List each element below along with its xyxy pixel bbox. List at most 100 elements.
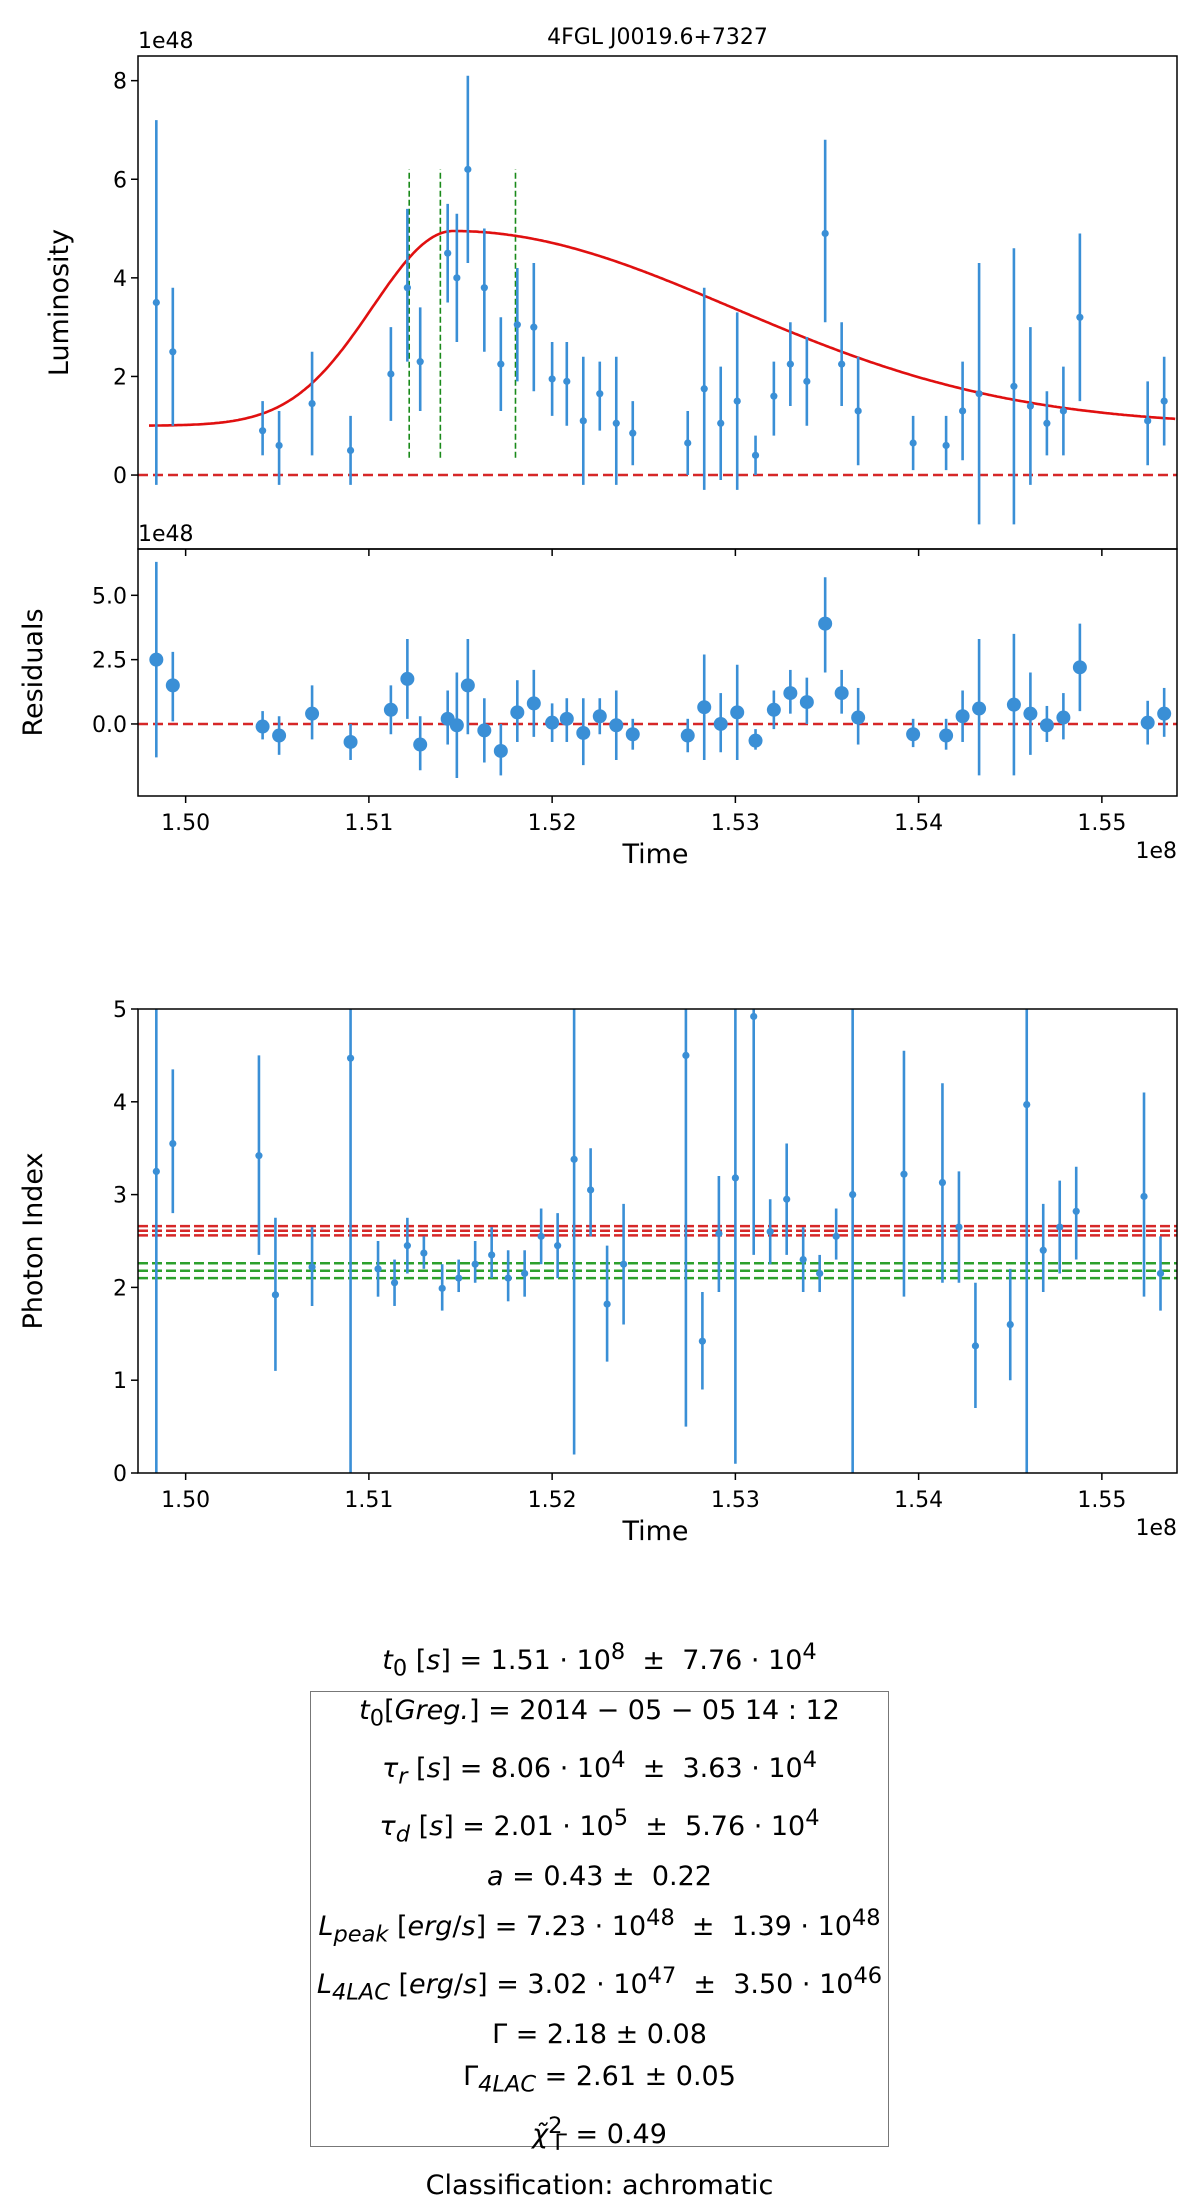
data-point xyxy=(455,1259,463,1293)
data-marker xyxy=(559,711,574,726)
data-marker xyxy=(609,718,624,733)
data-point xyxy=(255,1055,263,1255)
data-point xyxy=(770,361,778,436)
data-point xyxy=(1010,248,1018,525)
data-point xyxy=(374,1241,382,1297)
data-point xyxy=(971,1282,980,1409)
data-marker xyxy=(733,397,741,405)
data-marker xyxy=(548,375,556,383)
data-point xyxy=(849,1009,857,1473)
data-marker xyxy=(730,705,745,720)
data-point xyxy=(733,312,741,490)
data-marker xyxy=(942,441,950,450)
chart-title: 4FGL J0019.6+7327 xyxy=(547,25,768,50)
data-point xyxy=(715,1176,723,1293)
data-point xyxy=(444,203,452,303)
data-point xyxy=(713,693,728,753)
data-marker xyxy=(1157,706,1172,721)
data-point xyxy=(832,1208,840,1260)
data-marker xyxy=(1056,1223,1064,1231)
data-marker xyxy=(497,360,505,368)
data-marker xyxy=(587,1186,595,1194)
data-marker xyxy=(803,377,811,385)
data-marker xyxy=(596,390,604,398)
data-marker xyxy=(972,701,987,716)
data-marker xyxy=(766,1228,774,1236)
data-point xyxy=(416,307,424,411)
data-point xyxy=(834,669,849,714)
data-marker xyxy=(783,1195,791,1203)
data-point xyxy=(521,1250,529,1297)
data-point xyxy=(464,75,472,264)
data-marker xyxy=(513,321,521,329)
data-marker xyxy=(700,385,708,393)
data-point xyxy=(1140,700,1155,745)
data-point xyxy=(959,361,967,461)
data-marker xyxy=(390,1279,399,1287)
data-point xyxy=(697,654,712,760)
result-a: a = 0.43 ± 0.22 xyxy=(487,1861,712,1893)
data-marker xyxy=(834,686,849,701)
x-tick-label: 1.52 xyxy=(528,1488,577,1513)
data-point xyxy=(1160,356,1168,446)
data-marker xyxy=(697,700,712,715)
data-marker xyxy=(786,360,794,368)
x-tick-label: 1.51 xyxy=(344,1488,393,1513)
data-marker xyxy=(1140,1192,1148,1201)
data-point xyxy=(400,639,415,719)
data-marker xyxy=(1160,397,1168,405)
data-point xyxy=(818,577,833,673)
plot-area xyxy=(138,75,1177,525)
data-marker xyxy=(493,743,508,758)
result-t0: t0 [s] = 1.51 · 108 ± 7.76 · 104 xyxy=(382,1638,817,1681)
data-point xyxy=(680,718,695,753)
x-tick-label: 1.55 xyxy=(1077,1488,1126,1513)
data-marker xyxy=(799,1255,807,1264)
data-marker xyxy=(570,1155,578,1163)
data-point xyxy=(700,287,708,490)
data-marker xyxy=(1023,1100,1031,1109)
data-marker xyxy=(464,165,472,173)
photon-index-panel: 0 1 2 3 4 5 1.50 1.51 1.52 1.53 1.54 1.55 1e8 Photon … xyxy=(18,998,1178,1547)
data-marker xyxy=(471,1260,479,1268)
data-marker xyxy=(717,419,725,427)
data-point xyxy=(383,685,398,735)
data-marker xyxy=(530,323,538,331)
data-marker xyxy=(455,1274,463,1282)
data-marker xyxy=(387,370,395,378)
y-offset-label: 1e48 xyxy=(138,29,194,54)
data-point xyxy=(1072,1166,1080,1260)
data-point xyxy=(1157,687,1172,737)
data-marker xyxy=(149,652,164,667)
x-axis-label: Time xyxy=(621,1516,688,1547)
y-tick-label: 2.5 xyxy=(92,649,127,674)
data-marker xyxy=(1039,718,1054,733)
data-point xyxy=(493,723,508,776)
data-point xyxy=(625,718,640,750)
axes-frame xyxy=(137,1008,1178,1474)
data-marker xyxy=(900,1170,908,1178)
data-point xyxy=(548,341,556,416)
axes-frame xyxy=(137,548,1178,797)
data-marker xyxy=(346,1054,355,1062)
data-point xyxy=(420,1236,428,1269)
data-marker xyxy=(526,696,541,711)
data-point xyxy=(1056,693,1071,740)
y-tick-label: 5.0 xyxy=(92,584,127,609)
data-marker xyxy=(906,727,921,742)
data-point xyxy=(477,698,492,763)
x-tick-label: 1.55 xyxy=(1077,811,1126,836)
data-point xyxy=(938,1083,947,1283)
data-marker xyxy=(169,348,177,356)
data-marker xyxy=(1010,382,1018,390)
data-marker xyxy=(308,1263,316,1271)
x-tick-label: 1.53 xyxy=(711,1488,760,1513)
data-marker xyxy=(748,733,763,748)
luminosity-panel: 0 2 4 6 8 1e48 4FGL J0019.6+7327 Luminosity xyxy=(44,25,1178,556)
data-point xyxy=(838,322,846,407)
data-marker xyxy=(698,1337,706,1345)
data-marker xyxy=(851,710,866,725)
data-point xyxy=(629,401,637,466)
data-point xyxy=(537,1208,545,1265)
data-marker xyxy=(383,702,398,717)
